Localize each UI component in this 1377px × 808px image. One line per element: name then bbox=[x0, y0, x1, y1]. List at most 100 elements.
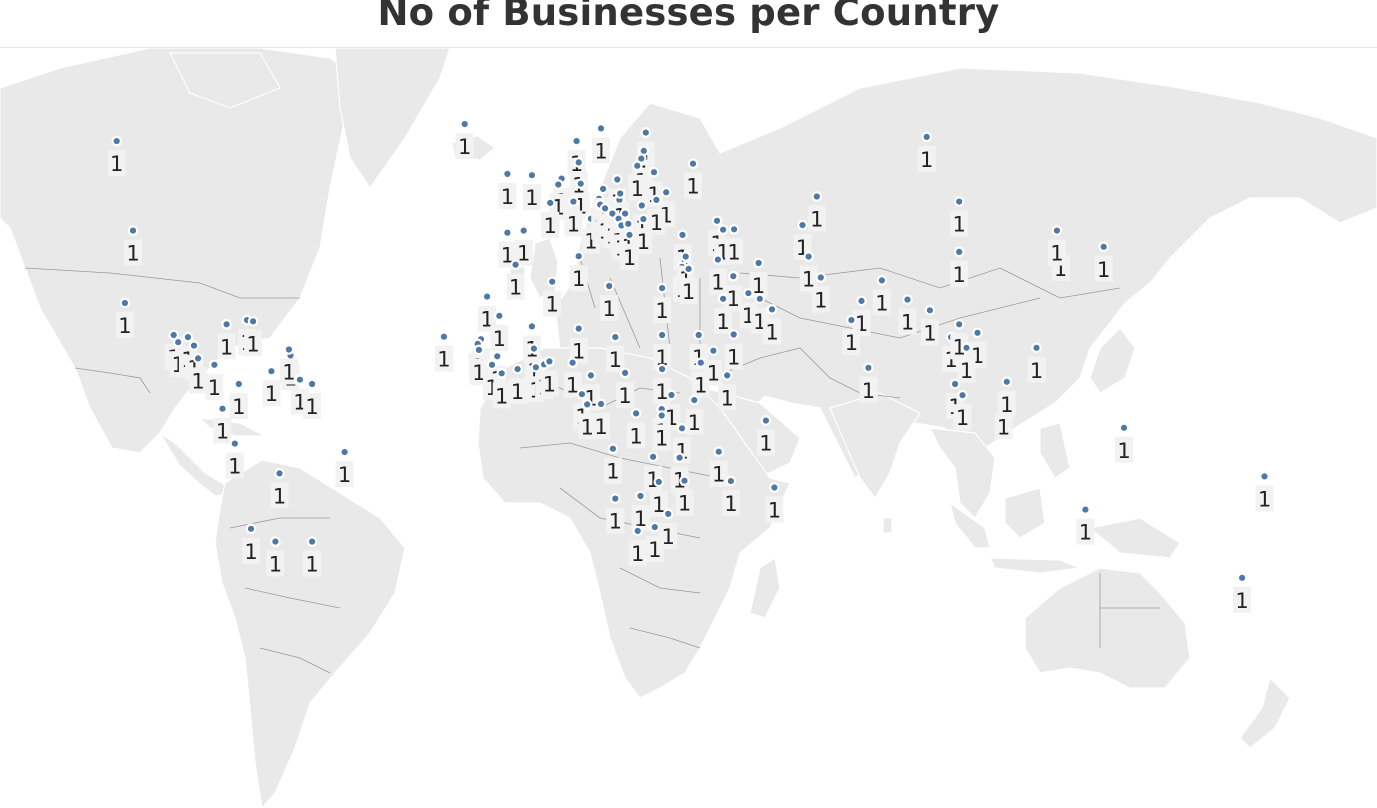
marker-dot[interactable] bbox=[567, 357, 578, 368]
marker-uae[interactable]: 1 bbox=[750, 293, 769, 334]
marker-dot[interactable] bbox=[607, 443, 619, 454]
marker-dot[interactable] bbox=[172, 336, 184, 348]
marker-dot[interactable] bbox=[1001, 376, 1013, 388]
marker-dot[interactable] bbox=[972, 327, 983, 339]
marker-dot[interactable] bbox=[811, 191, 823, 202]
marker-ireland[interactable]: 1 bbox=[498, 168, 517, 209]
marker-dot[interactable] bbox=[1118, 422, 1130, 434]
marker-burundi[interactable]: 1 bbox=[652, 410, 671, 451]
marker-india[interactable]: 1 bbox=[842, 314, 861, 356]
marker-kazakhstan[interactable]: 1 bbox=[807, 191, 826, 232]
marker-north-korea[interactable]: 1 bbox=[1047, 225, 1066, 266]
marker-dot[interactable] bbox=[635, 490, 646, 502]
marker-dot[interactable] bbox=[573, 157, 584, 168]
marker-jamaica[interactable]: 1 bbox=[217, 318, 236, 360]
marker-niger[interactable]: 1 bbox=[569, 323, 588, 364]
marker-dot[interactable] bbox=[803, 251, 814, 262]
marker-dot[interactable] bbox=[717, 224, 729, 235]
marker-congo[interactable]: 1 bbox=[592, 398, 610, 439]
marker-dot[interactable] bbox=[518, 225, 529, 236]
marker-greece[interactable]: 1 bbox=[620, 229, 639, 270]
marker-dot[interactable] bbox=[680, 251, 691, 262]
marker-mexico[interactable]: 1 bbox=[115, 297, 134, 338]
marker-dot[interactable] bbox=[270, 536, 281, 547]
marker-dot[interactable] bbox=[721, 370, 733, 381]
marker-chad[interactable]: 1 bbox=[606, 331, 625, 373]
marker-dot[interactable] bbox=[611, 174, 623, 185]
marker-dot[interactable] bbox=[546, 276, 558, 287]
marker-panama[interactable]: 1 bbox=[205, 359, 224, 400]
marker-dot[interactable] bbox=[688, 394, 700, 406]
marker-namibia[interactable]: 1 bbox=[606, 493, 625, 534]
marker-ecuador[interactable]: 1 bbox=[213, 403, 232, 444]
marker-dot[interactable] bbox=[274, 468, 285, 479]
marker-benin[interactable]: 1 bbox=[540, 356, 559, 397]
marker-dot[interactable] bbox=[491, 350, 503, 362]
marker-gabon[interactable]: 1 bbox=[578, 399, 597, 440]
marker-dot[interactable] bbox=[481, 291, 493, 302]
marker-dot[interactable] bbox=[743, 287, 754, 299]
marker-mauritania[interactable]: 1 bbox=[490, 310, 509, 351]
marker-dot[interactable] bbox=[597, 183, 609, 195]
marker-new-zealand[interactable]: 1 bbox=[1233, 572, 1252, 613]
marker-liberia[interactable]: 1 bbox=[492, 367, 511, 409]
marker-dot[interactable] bbox=[119, 297, 131, 309]
marker-dot[interactable] bbox=[630, 408, 642, 419]
marker-dot[interactable] bbox=[656, 363, 668, 375]
marker-myanmar[interactable]: 1 bbox=[920, 304, 939, 346]
marker-yemen[interactable]: 1 bbox=[724, 329, 743, 370]
marker-eswatini[interactable]: 1 bbox=[659, 508, 678, 549]
marker-dot[interactable] bbox=[648, 166, 660, 178]
marker-oman[interactable]: 1 bbox=[763, 304, 781, 345]
marker-dot[interactable] bbox=[229, 438, 241, 449]
marker-russia[interactable]: 1 bbox=[917, 131, 936, 172]
marker-dot[interactable] bbox=[677, 229, 688, 241]
marker-dot[interactable] bbox=[168, 329, 179, 341]
marker-somalia[interactable]: 1 bbox=[718, 370, 737, 411]
marker-dot[interactable] bbox=[815, 272, 827, 283]
marker-dot[interactable] bbox=[575, 178, 586, 189]
marker-dominican-republic[interactable]: 1 bbox=[244, 315, 263, 357]
marker-dot[interactable] bbox=[676, 422, 688, 434]
marker-dot[interactable] bbox=[753, 257, 764, 269]
marker-dot[interactable] bbox=[306, 378, 318, 390]
marker-dot[interactable] bbox=[769, 482, 780, 493]
marker-dot[interactable] bbox=[544, 197, 556, 209]
marker-iran[interactable]: 1 bbox=[749, 257, 768, 298]
marker-dot[interactable] bbox=[528, 343, 540, 354]
marker-peru[interactable]: 1 bbox=[225, 438, 244, 479]
marker-dot[interactable] bbox=[662, 508, 674, 520]
marker-cote-divoire[interactable]: 1 bbox=[508, 363, 527, 405]
marker-dot[interactable] bbox=[632, 525, 643, 537]
marker-dot[interactable] bbox=[182, 331, 194, 343]
marker-seychelles[interactable]: 1 bbox=[756, 415, 775, 456]
marker-switzerland[interactable]: 1 bbox=[564, 196, 583, 237]
marker-dot[interactable] bbox=[1080, 504, 1091, 515]
marker-dot[interactable] bbox=[674, 452, 685, 463]
marker-china[interactable]: 1 bbox=[950, 246, 969, 287]
marker-dot[interactable] bbox=[653, 476, 665, 488]
marker-singapore[interactable]: 1 bbox=[953, 389, 972, 431]
marker-nepal[interactable]: 1 bbox=[872, 275, 891, 316]
marker-dot[interactable] bbox=[496, 367, 507, 379]
marker-angola[interactable]: 1 bbox=[603, 443, 622, 484]
marker-libya[interactable]: 1 bbox=[600, 280, 619, 321]
marker-morocco[interactable]: 1 bbox=[506, 259, 525, 300]
marker-dot[interactable] bbox=[953, 318, 965, 330]
marker-dr-congo[interactable]: 1 bbox=[627, 408, 646, 449]
marker-dot[interactable] bbox=[576, 388, 588, 400]
marker-uruguay[interactable]: 1 bbox=[303, 536, 322, 577]
marker-chile[interactable]: 1 bbox=[242, 523, 260, 564]
marker-afghanistan[interactable]: 1 bbox=[799, 251, 818, 292]
marker-costa-rica[interactable]: 1 bbox=[189, 353, 208, 394]
marker-dot[interactable] bbox=[638, 213, 649, 225]
marker-dot[interactable] bbox=[754, 293, 766, 305]
marker-dot[interactable] bbox=[666, 389, 677, 401]
marker-zimbabwe[interactable]: 1 bbox=[649, 476, 668, 517]
marker-lithuania[interactable]: 1 bbox=[628, 160, 647, 201]
marker-bulgaria[interactable]: 1 bbox=[634, 213, 653, 255]
marker-dot[interactable] bbox=[459, 118, 470, 130]
marker-dot[interactable] bbox=[526, 321, 538, 332]
marker-dot[interactable] bbox=[679, 475, 690, 486]
